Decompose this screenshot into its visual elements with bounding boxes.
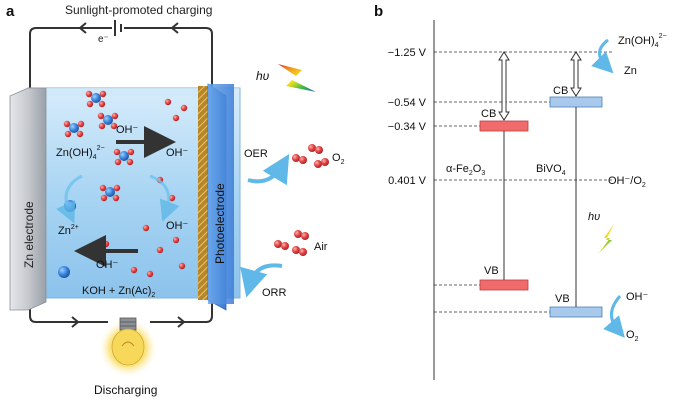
- zn-electrode: [9, 87, 47, 311]
- electron-label: e⁻: [98, 34, 109, 45]
- oh-oxidation-arrow: [603, 295, 625, 338]
- circuit-wire-bottom: [29, 298, 213, 323]
- discharging-label: Discharging: [94, 383, 157, 397]
- panel-b: b −1.25 V −0.54 V −0.34 V 0.401 V CB CB: [374, 3, 667, 380]
- zincate-cluster-2: [97, 112, 119, 130]
- zincate-cluster-4: [113, 148, 135, 166]
- svg-text:O2: O2: [332, 152, 345, 166]
- oh-label-top-right: OH⁻: [166, 147, 189, 159]
- photoelectrode-label: Photoelectrode: [213, 183, 227, 264]
- bivo4-cb-label: CB: [553, 85, 568, 97]
- hv-label-b: hυ: [588, 211, 600, 223]
- svg-text:BiVO4: BiVO4: [536, 163, 566, 177]
- sunlight-icon: [278, 64, 316, 92]
- svg-text:α-Fe2O3: α-Fe2O3: [446, 163, 485, 177]
- zincate-label: Zn(OH)42−: [56, 145, 105, 161]
- oh-label-b: OH⁻: [626, 291, 649, 303]
- charging-title: Sunlight-promoted charging: [65, 3, 212, 17]
- oh-o2-couple-label: OH⁻/O2: [608, 175, 646, 189]
- o2-label-b: O2: [626, 329, 639, 343]
- wire-chevron-3: [71, 316, 80, 328]
- air-label: Air: [314, 241, 328, 253]
- cycle-arrow-right: [149, 174, 180, 222]
- zincate-label-b: Zn(OH)42−: [618, 33, 667, 49]
- orr-label: ORR: [262, 287, 287, 299]
- light-bulb-icon: [98, 317, 158, 378]
- fe2o3-cb-label: CB: [481, 108, 496, 120]
- battery-symbol: [112, 20, 124, 36]
- svg-text:OH⁻/O2: OH⁻/O2: [608, 175, 646, 189]
- bivo4-cb-band: [549, 96, 603, 108]
- cell-top-face: [14, 88, 240, 96]
- bivo4-double-arrow: [570, 51, 582, 97]
- wire-chevron-2: [170, 22, 179, 34]
- oer-label: OER: [244, 148, 268, 160]
- bivo4-label: BiVO4: [536, 163, 566, 177]
- oh-label-bottom: OH⁻: [96, 259, 119, 271]
- zn2-label: Zn2+: [58, 224, 79, 237]
- zn-label-b: Zn: [624, 65, 637, 77]
- potential-label-1: −1.25 V: [388, 47, 427, 59]
- fe2o3-vb-band: [479, 279, 529, 291]
- fe2o3-double-arrow: [498, 51, 510, 121]
- oer-arrow: [247, 153, 290, 186]
- panel-b-label: b: [374, 3, 383, 20]
- zincate-cluster-5: [99, 184, 121, 202]
- zn-electrode-label: Zn electrode: [22, 201, 36, 268]
- zincate-cluster-1: [85, 90, 107, 108]
- svg-text:Zn2+: Zn2+: [58, 224, 79, 237]
- electrolyte-label: KOH + Zn(Ac)2: [82, 285, 155, 299]
- panel-a: a Sunlight-promoted charging e⁻ Zn elect…: [6, 3, 345, 397]
- cycle-arrow-left: [56, 174, 83, 224]
- photoelectrode-hatch: [198, 86, 208, 300]
- zincate-reduction-arrow: [591, 38, 614, 74]
- o2-label: O2: [332, 152, 345, 166]
- potential-label-2: −0.54 V: [388, 97, 427, 109]
- svg-text:KOH + Zn(Ac)2: KOH + Zn(Ac)2: [82, 285, 155, 299]
- bivo4-vb-label: VB: [555, 293, 570, 305]
- bivo4-vb-band: [549, 306, 603, 318]
- air-molecules: [274, 230, 309, 256]
- hv-label: hυ: [256, 69, 270, 83]
- fe2o3-label: α-Fe2O3: [446, 163, 485, 177]
- circuit-wire-top: [29, 27, 213, 88]
- svg-text:Zn(OH)42−: Zn(OH)42−: [618, 33, 667, 49]
- panel-a-label: a: [6, 3, 15, 20]
- oh-label-mid: OH⁻: [166, 220, 189, 232]
- potential-label-4: 0.401 V: [388, 175, 427, 187]
- fe2o3-vb-label: VB: [484, 265, 499, 277]
- svg-text:O2: O2: [626, 329, 639, 343]
- svg-text:Zn(OH)42−: Zn(OH)42−: [56, 145, 105, 161]
- o2-molecules: [292, 144, 329, 168]
- sunlight-icon-b: [598, 224, 614, 254]
- photoelectrode-body: [208, 84, 234, 304]
- oh-label-top-left: OH⁻: [116, 124, 139, 136]
- orr-arrow: [240, 263, 283, 298]
- zincate-cluster-3: [63, 120, 85, 138]
- hydroxide-balls: [102, 98, 188, 278]
- wire-chevron-4: [177, 316, 186, 328]
- potential-label-3: −0.34 V: [388, 121, 427, 133]
- fe2o3-cb-band: [479, 120, 529, 132]
- wire-chevron-1: [78, 22, 87, 34]
